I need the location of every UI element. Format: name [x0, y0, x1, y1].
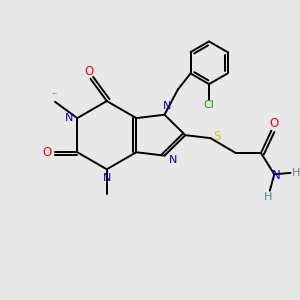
Text: N: N	[272, 169, 280, 182]
Text: S: S	[213, 130, 221, 143]
Text: N: N	[163, 101, 172, 111]
Text: O: O	[84, 65, 94, 78]
Text: N: N	[65, 113, 73, 123]
Text: O: O	[269, 117, 278, 130]
Text: H: H	[292, 168, 300, 178]
Text: Cl: Cl	[204, 100, 214, 110]
Text: H: H	[264, 192, 272, 202]
Text: N: N	[169, 155, 177, 165]
Text: N: N	[103, 172, 111, 183]
Text: methyl: methyl	[52, 92, 57, 94]
Text: O: O	[42, 146, 51, 159]
